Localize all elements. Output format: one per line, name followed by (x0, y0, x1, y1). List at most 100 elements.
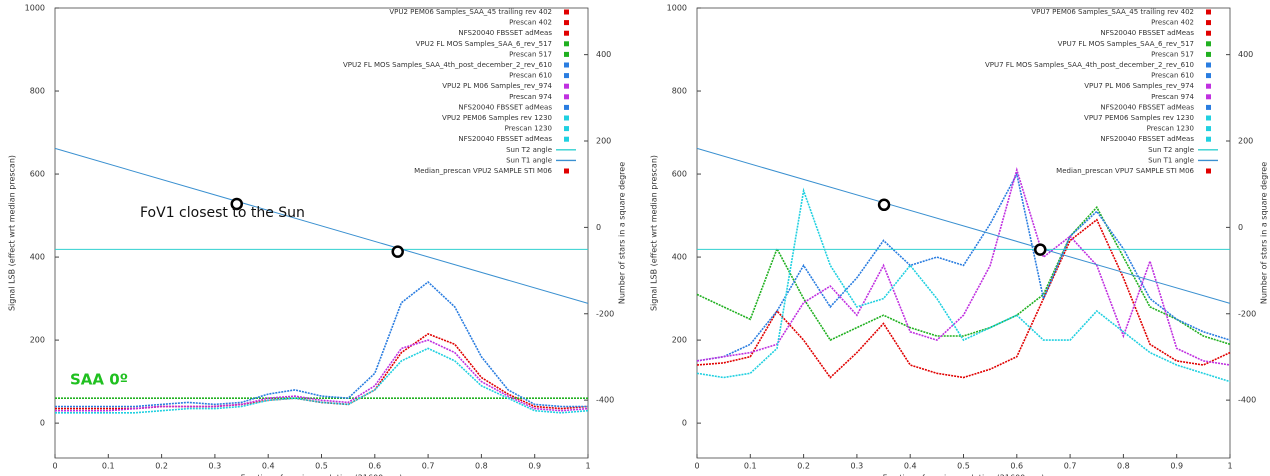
legend-label: NFS20040 FBSSET adMeas (458, 135, 552, 143)
legend-label: VPU2 PEM06 Samples_SAA_45 trailing rev 4… (389, 8, 552, 16)
series-line (54, 147, 589, 304)
legend-swatch (1206, 83, 1211, 89)
x-tick-label: 0.9 (528, 462, 541, 471)
highlight-marker (230, 197, 244, 211)
x-tick-label: 0.1 (102, 462, 115, 471)
highlight-marker (1034, 243, 1047, 256)
x-tick-label: 0.6 (368, 462, 381, 471)
x-tick-label: 0 (52, 462, 57, 471)
y2-tick-label: 400 (596, 50, 611, 59)
y-tick-label: 1000 (667, 4, 687, 13)
series-line (55, 332, 589, 410)
y-tick-label: 0 (682, 419, 687, 428)
y-tick-label: 1000 (25, 4, 45, 13)
panel: 0 0.1 0.2 0.3 0.4 0.5 0.6 0.7 0.8 0.9 1 0 200 400 600 8… (8, 4, 627, 476)
legend-label: Prescan 1230 (505, 125, 552, 133)
x-tick-label: 0.3 (209, 462, 222, 471)
legend-label: VPU7 FL MOS Samples_SAA_4th_post_decembe… (985, 61, 1194, 69)
x-tick-label: 1 (1227, 462, 1232, 471)
y2-axis-label: Number of stars in a square degree (1260, 162, 1269, 304)
legend-swatch (564, 126, 569, 132)
legend-label: Sun T1 angle (1148, 156, 1194, 164)
y-tick-label: 400 (672, 253, 687, 262)
y-tick-label: 200 (30, 336, 45, 345)
x-tick-label: 0.2 (797, 462, 810, 471)
legend-label: Prescan 974 (509, 93, 552, 101)
x-tick-label: 0.4 (904, 462, 917, 471)
legend-swatch (564, 41, 569, 47)
series-line (696, 205, 1231, 346)
y2-tick-label: -200 (596, 309, 614, 318)
series-line (696, 218, 1231, 379)
legend-label: VPU2 FL MOS Samples_SAA_4th_post_decembe… (343, 61, 552, 69)
legend-label: NFS20040 FBSSET adMeas (1100, 135, 1194, 143)
y-axis-label: Signal LSB (effect wrt median prescan) (650, 155, 659, 311)
legend-swatch (564, 20, 569, 26)
legend-swatch (1206, 126, 1211, 132)
x-tick-label: 0.2 (155, 462, 168, 471)
y2-axis-label: Number of stars in a square degree (618, 162, 627, 304)
x-tick-label: 0.5 (315, 462, 328, 471)
series-line (696, 147, 1231, 304)
annotation: FoV1 closest to the Sun (140, 205, 305, 221)
legend-label: NFS20040 FBSSET adMeas (458, 103, 552, 111)
y2-tick-label: -400 (596, 396, 614, 405)
legend-label: Prescan 402 (509, 19, 552, 27)
legend-swatch (564, 94, 569, 100)
x-tick-label: 0.9 (1170, 462, 1183, 471)
legend-swatch (1206, 51, 1211, 57)
y-tick-label: 600 (672, 170, 687, 179)
x-tick-label: 0.8 (1117, 462, 1130, 471)
legend-swatch (1206, 168, 1211, 174)
legend-swatch (1206, 62, 1211, 68)
legend-swatch (1206, 136, 1211, 142)
x-tick-label: 0.7 (1064, 462, 1077, 471)
legend-label: Median_prescan VPU7 SAMPLE STI M06 (1056, 167, 1194, 175)
legend-swatch (564, 73, 569, 79)
legend-label: Sun T2 angle (1148, 146, 1194, 154)
legend-label: VPU7 PL M06 Samples_rev_974 (1084, 82, 1194, 90)
legend-label: VPU7 PEM06 Samples rev 1230 (1084, 114, 1194, 122)
legend-label: VPU2 PL M06 Samples_rev_974 (442, 82, 552, 90)
y-tick-label: 200 (672, 336, 687, 345)
y2-tick-label: 400 (1238, 50, 1253, 59)
legend-swatch (1206, 94, 1211, 100)
legend-swatch (1206, 30, 1211, 36)
legend-swatch (564, 51, 569, 57)
y-tick-label: 800 (672, 87, 687, 96)
legend-swatch (1206, 41, 1211, 47)
series-line (696, 167, 1231, 366)
legend-swatch (564, 136, 569, 142)
legend-label: Median_prescan VPU2 SAMPLE STI M06 (414, 167, 552, 175)
legend-label: NFS20040 FBSSET adMeas (1100, 29, 1194, 37)
y-axis-label: Signal LSB (effect wrt median prescan) (8, 155, 17, 311)
legend-label: Sun T1 angle (506, 156, 552, 164)
x-tick-label: 0.8 (475, 462, 488, 471)
highlight-marker (877, 198, 891, 212)
series-line (55, 339, 589, 412)
legend-label: Prescan 517 (1151, 50, 1194, 58)
legend-label: Sun T2 angle (506, 146, 552, 154)
legend-label: Prescan 610 (509, 72, 552, 80)
y2-tick-label: 200 (1238, 137, 1253, 146)
legend-swatch (1206, 104, 1211, 110)
y2-tick-label: -400 (1238, 396, 1256, 405)
legend-swatch (1206, 115, 1211, 121)
legend-label: VPU2 FL MOS Samples_SAA_6_rev_517 (416, 40, 552, 48)
legend-label: Prescan 610 (1151, 72, 1194, 80)
series-line (55, 280, 588, 408)
legend-swatch (1206, 20, 1211, 26)
legend-label: VPU7 FL MOS Samples_SAA_6_rev_517 (1058, 40, 1194, 48)
y-tick-label: 0 (40, 419, 45, 428)
x-tick-label: 1 (585, 462, 590, 471)
annotation: SAA 0º (70, 371, 128, 389)
legend-swatch (564, 62, 569, 68)
x-tick-label: 0.6 (1010, 462, 1023, 471)
series-line (696, 187, 1231, 383)
panel: 0 0.1 0.2 0.3 0.4 0.5 0.6 0.7 0.8 0.9 1 0 200 400 600 8… (650, 4, 1269, 476)
x-tick-label: 0.4 (262, 462, 275, 471)
y-tick-label: 400 (30, 253, 45, 262)
x-tick-label: 0.5 (957, 462, 970, 471)
